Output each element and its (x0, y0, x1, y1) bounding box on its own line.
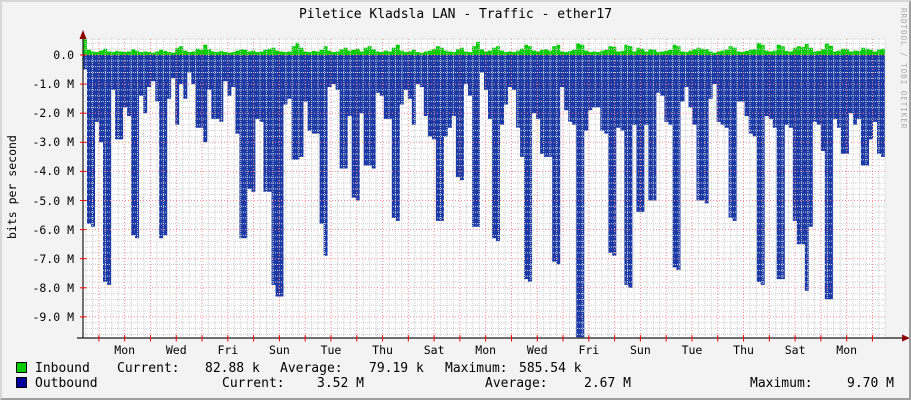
legend-inbound-current-value: 82.88 k (205, 361, 260, 376)
y-tick-label: -5.0 M (32, 193, 74, 208)
legend-inbound-label: Inbound (35, 361, 90, 376)
graph-title: Piletice Kladsla LAN - Traffic - ether17 (298, 7, 613, 22)
y-tick-label: -8.0 M (32, 280, 74, 295)
x-tick-label: Wed (526, 343, 548, 357)
legend-outbound-average-label: Average: (485, 376, 548, 391)
legend-inbound-maximum-label: Maximum: (445, 361, 508, 376)
y-tick-label: -3.0 M (32, 135, 74, 150)
x-tick-label: Sun (630, 343, 651, 357)
x-tick-label: Wed (165, 343, 187, 357)
y-tick-label: -4.0 M (32, 164, 74, 179)
x-tick-label: Tue (320, 343, 342, 357)
outbound-color-swatch (16, 377, 27, 388)
x-tick-label: Mon (836, 343, 858, 357)
legend-outbound-label: Outbound (35, 376, 98, 391)
x-tick-label: Tue (681, 343, 703, 357)
x-tick-label: Sat (784, 343, 806, 357)
y-tick-label: -1.0 M (32, 77, 74, 92)
legend-outbound-current-value: 3.52 M (317, 376, 364, 391)
x-tick-label: Thu (372, 343, 393, 357)
x-tick-label: Mon (475, 343, 497, 357)
y-tick-label: -6.0 M (32, 222, 74, 237)
x-tick-label: Sat (423, 343, 445, 357)
legend-inbound-average-value: 79.19 k (369, 361, 424, 376)
legend-outbound-row: Outbound Current: 3.52 M Average: 2.67 M… (2, 376, 909, 391)
legend-inbound-row: Inbound Current: 82.88 k Average: 79.19 … (2, 361, 909, 376)
y-tick-label: -7.0 M (32, 251, 74, 266)
legend-outbound-maximum-value: 9.70 M (847, 376, 894, 391)
legend-inbound-maximum-value: 585.54 k (519, 361, 582, 376)
x-tick-label: Thu (733, 343, 754, 357)
y-tick-label: 0.0 (53, 48, 74, 62)
y-tick-label: -9.0 M (32, 309, 74, 324)
x-tick-label: Fri (578, 343, 600, 357)
x-tick-label: Sun (269, 343, 290, 357)
y-tick-label: -2.0 M (32, 106, 74, 121)
legend-inbound-current-label: Current: (117, 361, 180, 376)
legend-inbound-average-label: Average: (280, 361, 343, 376)
x-tick-label: Fri (217, 343, 239, 357)
rrdtool-watermark: RRDTOOL / TOBI OETIKER (899, 8, 908, 130)
x-tick-label: Mon (114, 343, 136, 357)
legend-outbound-average-value: 2.67 M (584, 376, 631, 391)
inbound-color-swatch (16, 362, 27, 373)
legend-outbound-maximum-label: Maximum: (750, 376, 813, 391)
legend-outbound-current-label: Current: (222, 376, 285, 391)
